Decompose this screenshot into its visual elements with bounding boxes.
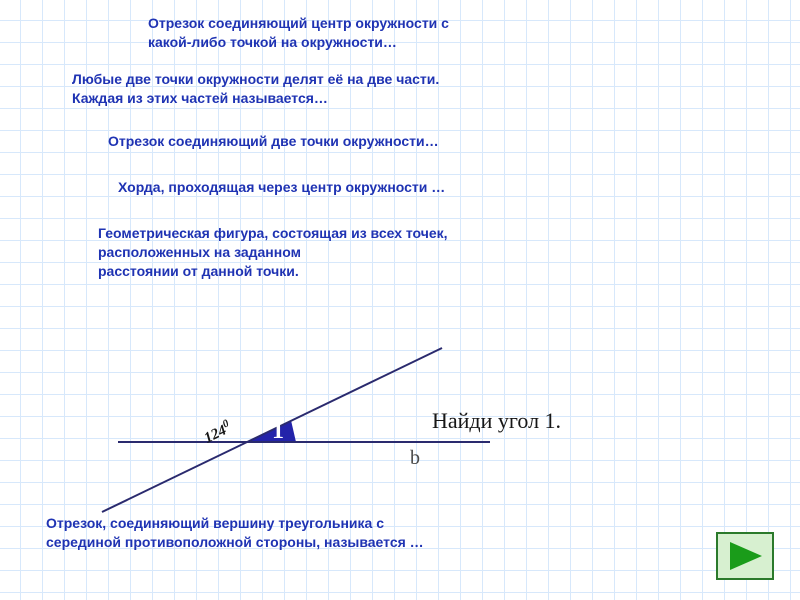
next-button[interactable]: [716, 532, 774, 580]
angle-diagram: 1240 1 b: [110, 350, 530, 480]
angle-number-label: 1: [272, 418, 284, 444]
definition-chord: Отрезок соединяющий две точки окружности…: [108, 132, 439, 151]
definition-radius: Отрезок соединяющий центр окружности с к…: [148, 14, 449, 52]
definition-arc: Любые две точки окружности делят её на д…: [72, 70, 439, 108]
definition-diameter: Хорда, проходящая через центр окружности…: [118, 178, 445, 197]
definition-circle: Геометрическая фигура, состоящая из всех…: [98, 224, 448, 281]
line-b-label: b: [410, 447, 420, 469]
